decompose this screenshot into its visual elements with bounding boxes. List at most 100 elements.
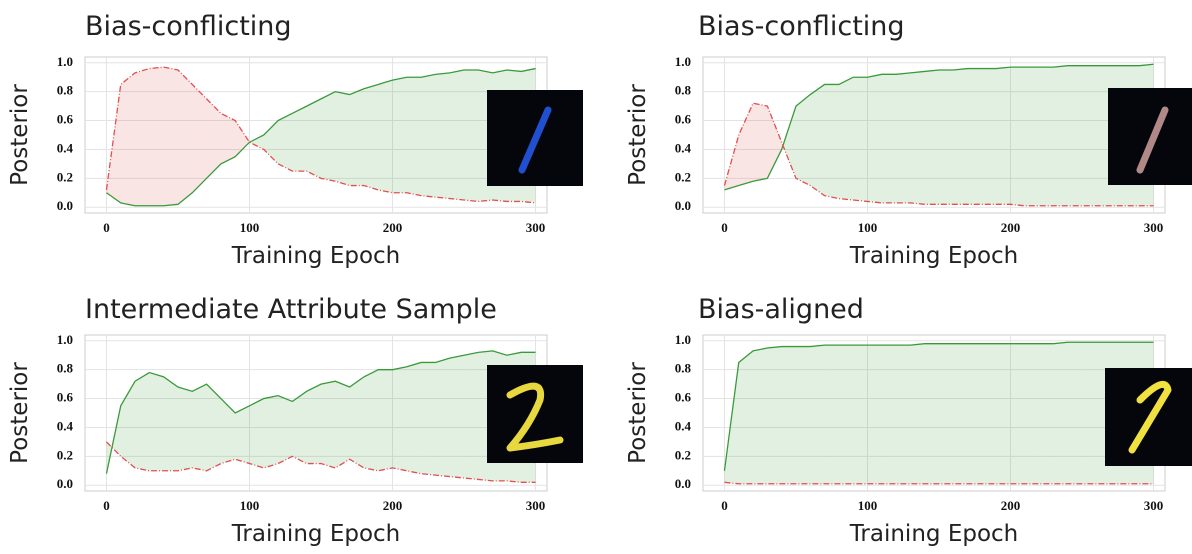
fill-band (449, 70, 465, 200)
fill-band (435, 358, 450, 477)
y-tick-label: 0.2 (675, 169, 691, 184)
x-tick-label: 300 (526, 220, 546, 235)
series-line (105, 66, 536, 204)
digit-stroke (506, 382, 564, 452)
fill-band (781, 346, 796, 484)
fill-band (135, 68, 150, 206)
fill-band (106, 84, 121, 203)
fill-band (1039, 67, 1054, 206)
fill-band (881, 345, 897, 484)
fill-band (738, 350, 754, 484)
fill-band (363, 369, 379, 471)
fill-band (149, 67, 164, 206)
y-tick-label: 0.8 (675, 83, 692, 98)
fill-band (206, 384, 221, 471)
x-tick-label: 300 (526, 498, 546, 513)
x-axis-label: Training Epoch (231, 521, 401, 547)
fill-band (824, 345, 839, 484)
y-tick-label: 0.0 (675, 476, 691, 491)
x-tick-label: 300 (1144, 498, 1164, 513)
fill-band (249, 135, 264, 150)
fill-band (120, 381, 136, 468)
plot-area (702, 56, 1166, 214)
y-tick-label: 1.0 (675, 54, 691, 69)
x-axis-label: Training Epoch (231, 243, 401, 269)
fill-band (406, 77, 422, 196)
y-tick-label: 0.8 (57, 83, 74, 98)
fill-band (249, 398, 264, 468)
fill-band (981, 68, 997, 205)
fill-band (795, 346, 811, 484)
fill-band (378, 80, 393, 193)
fill-band (781, 106, 796, 179)
fill-band (421, 362, 436, 476)
fill-band (135, 372, 150, 471)
fill-band (349, 88, 364, 186)
fill-band (192, 384, 207, 471)
x-tick-label: 100 (858, 220, 878, 235)
fill-band (896, 72, 911, 203)
x-axis-label: Training Epoch (849, 521, 1019, 547)
fill-band (924, 343, 940, 484)
y-axis-label: Posterior (7, 84, 33, 186)
y-tick-label: 1.0 (675, 332, 691, 347)
fill-band (235, 120, 250, 157)
fill-band (177, 387, 193, 471)
series-line (723, 341, 1154, 471)
fill-band (192, 84, 207, 193)
x-tick-label: 100 (240, 498, 260, 513)
series-line (724, 481, 1154, 485)
x-tick-label: 0 (721, 498, 728, 513)
fill-band (220, 398, 236, 464)
fill-band (910, 71, 925, 205)
fill-band (1010, 343, 1025, 484)
series-line (106, 67, 536, 207)
fill-band (335, 91, 350, 186)
fill-band (753, 348, 768, 484)
y-tick-label: 0.2 (675, 447, 691, 462)
fill-band (953, 343, 968, 484)
fill-band (278, 395, 293, 464)
fill-band (810, 345, 825, 484)
fill-band (464, 70, 479, 202)
plot-area (84, 56, 548, 214)
x-tick-label: 0 (103, 498, 110, 513)
fill-band (220, 113, 236, 164)
fill-band (1024, 343, 1040, 484)
x-tick-label: 100 (858, 498, 878, 513)
fill-band (1053, 342, 1068, 484)
chart-title: Bias-aligned (698, 294, 864, 325)
fill-band (967, 68, 982, 205)
fill-band (306, 98, 322, 179)
y-tick-label: 0.8 (675, 361, 692, 376)
fill-band (406, 362, 422, 474)
y-tick-label: 0.4 (57, 140, 74, 155)
fill-band (1096, 65, 1111, 206)
fill-band (1067, 65, 1083, 206)
fill-band (867, 345, 882, 484)
fill-band (278, 113, 293, 172)
series-line (105, 350, 536, 474)
fill-band (163, 376, 178, 471)
fill-band (939, 343, 954, 484)
x-tick-label: 200 (1001, 498, 1021, 513)
fill-band (838, 345, 854, 484)
y-tick-label: 0.6 (675, 112, 692, 127)
fill-band (1067, 342, 1083, 484)
y-axis-label: Posterior (625, 362, 651, 464)
fill-band (824, 84, 839, 199)
digit-thumbnail (1108, 88, 1192, 185)
x-tick-label: 300 (1144, 220, 1164, 235)
digit-stroke (1128, 380, 1172, 454)
fill-band (321, 91, 336, 182)
x-tick-label: 200 (383, 220, 403, 235)
fill-band (1010, 67, 1025, 206)
y-tick-label: 0.4 (57, 418, 74, 433)
y-tick-label: 0.6 (675, 390, 692, 405)
x-tick-label: 100 (240, 220, 260, 235)
x-axis-label: Training Epoch (849, 243, 1019, 269)
fill-band (853, 77, 868, 202)
fill-band (263, 395, 279, 468)
y-tick-label: 0.0 (675, 198, 691, 213)
